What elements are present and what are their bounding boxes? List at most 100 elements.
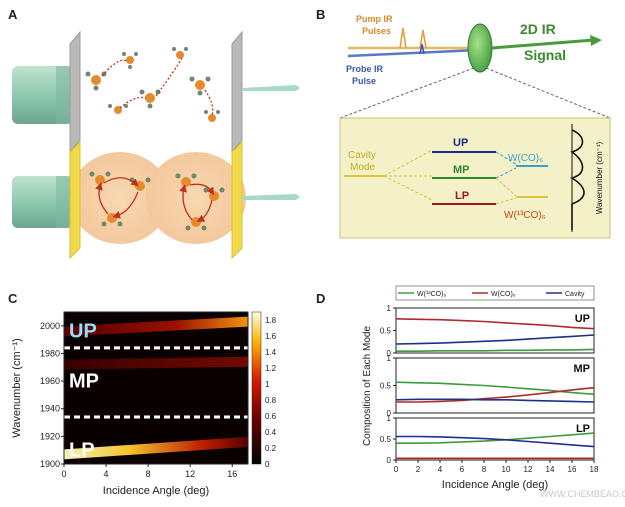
band-label-mp: MP bbox=[69, 370, 99, 392]
panel-a-top-cavity bbox=[12, 30, 300, 154]
probe-label-line1: Probe IR bbox=[346, 64, 384, 74]
subplot-frame-up bbox=[395, 307, 595, 354]
pump-label-line2: Pulses bbox=[362, 26, 391, 36]
mirror-left-bottom bbox=[69, 140, 81, 260]
x-tick-label: 10 bbox=[502, 465, 511, 474]
signal-arrowhead bbox=[590, 35, 602, 46]
molecule-cluster-bottom bbox=[89, 171, 225, 231]
signal-beam bbox=[491, 38, 595, 50]
x-tick-label: 12 bbox=[185, 469, 195, 479]
band-lp bbox=[64, 436, 248, 460]
output-beam-top bbox=[242, 85, 300, 91]
y-tick-label: 0.5 bbox=[380, 435, 392, 444]
band-label-up: UP bbox=[69, 321, 97, 343]
mp-level-label: MP bbox=[453, 164, 470, 176]
y-tick-label: 1 bbox=[387, 354, 392, 363]
colorbar-tick-label: 0.2 bbox=[265, 444, 277, 453]
x-tick-label: 8 bbox=[482, 465, 487, 474]
series-line-mp-3 bbox=[395, 398, 595, 403]
x-tick-label: 4 bbox=[104, 469, 109, 479]
band-mp bbox=[64, 356, 248, 370]
x-tick-label: 18 bbox=[590, 465, 599, 474]
subplot-label-mp: MP bbox=[574, 363, 591, 375]
x-axis-label: Incidence Angle (deg) bbox=[103, 485, 209, 497]
series-line-up-1 bbox=[396, 348, 595, 352]
panel-a: A bbox=[8, 7, 300, 260]
panel-d-letter: D bbox=[316, 291, 325, 306]
band-label-lp: LP bbox=[69, 439, 95, 461]
y-axis-label: Wavenumber (cm⁻¹) bbox=[11, 338, 23, 438]
y-axis-label: Composition of Each Mode bbox=[362, 326, 373, 447]
cavity-mode-lobe-right bbox=[146, 152, 246, 244]
subplot-label-lp: LP bbox=[576, 423, 590, 435]
y-tick-label: 0 bbox=[387, 349, 392, 358]
heatmap-frame bbox=[63, 311, 249, 465]
y-tick-label: 1 bbox=[387, 414, 392, 423]
mirror-left-top bbox=[69, 30, 81, 154]
mirror-right-bottom bbox=[231, 140, 243, 260]
pump-pulse-2 bbox=[419, 29, 427, 49]
wco-label: W(CO)₆ bbox=[508, 153, 543, 164]
band-up bbox=[64, 316, 248, 337]
legend-entry: W(¹³CO)₆ bbox=[417, 291, 446, 298]
pump-label-line1: Pump IR bbox=[356, 14, 393, 24]
panel-b: B Pump IR Pulses Probe IR Pulse 2D IR Si… bbox=[316, 7, 611, 239]
output-beam-bottom bbox=[242, 194, 300, 200]
y-tick-label: 0 bbox=[387, 409, 392, 418]
series-line-lp-1 bbox=[396, 432, 595, 444]
lp-level-label: LP bbox=[455, 190, 469, 202]
signal-label-line2: Signal bbox=[524, 47, 566, 63]
cavity-mode-lobe-left bbox=[70, 152, 170, 244]
panel-d: D W(¹³CO)₆ W(CO)₆ CavityUP00.51MP00.51LP00… bbox=[316, 285, 599, 491]
molecule-cluster-top bbox=[85, 47, 220, 122]
y-tick-label: 0 bbox=[387, 456, 392, 465]
y-tick-label: 1 bbox=[387, 304, 392, 313]
colorbar-tick-label: 1.2 bbox=[265, 364, 277, 373]
y-tick-label: 0.5 bbox=[380, 382, 392, 391]
legend-frame bbox=[395, 285, 595, 301]
probe-label-line2: Pulse bbox=[352, 76, 376, 86]
series-line-lp-3 bbox=[396, 435, 595, 448]
y-tick-label: 2000 bbox=[40, 321, 60, 331]
colorbar bbox=[251, 311, 262, 465]
y-tick-label: 0.5 bbox=[380, 327, 392, 336]
probe-pulse bbox=[419, 43, 425, 55]
subplot-label-up: UP bbox=[575, 313, 590, 325]
panel-c-letter: C bbox=[8, 291, 18, 306]
w13co-label: W(¹³CO)₆ bbox=[504, 210, 546, 221]
colorbar-tick-label: 0.6 bbox=[265, 412, 277, 421]
cavity-label-line2: Mode bbox=[350, 162, 375, 173]
x-tick-label: 4 bbox=[438, 465, 443, 474]
y-tick-label: 1920 bbox=[40, 431, 60, 441]
y-tick-label: 1980 bbox=[40, 348, 60, 358]
colorbar-tick-label: 1 bbox=[265, 380, 270, 389]
x-tick-label: 0 bbox=[61, 469, 66, 479]
x-tick-label: 12 bbox=[524, 465, 533, 474]
pump-pulse-1 bbox=[399, 27, 407, 49]
colorbar-tick-label: 1.8 bbox=[265, 316, 277, 325]
x-tick-label: 0 bbox=[394, 465, 399, 474]
x-tick-label: 8 bbox=[146, 469, 151, 479]
spectrum-axis-label: Wavenumber (cm⁻¹) bbox=[595, 141, 604, 214]
probe-beam bbox=[347, 48, 479, 58]
composition-chart: W(¹³CO)₆ W(CO)₆ Cavity UP 0 0.5 1 MP 0 0.5 1 LP 0 0.5… bbox=[362, 285, 599, 491]
panel-b-letter: B bbox=[316, 7, 325, 22]
x-tick-label: 16 bbox=[568, 465, 577, 474]
zoom-line-left bbox=[339, 67, 475, 119]
colorbar-tick-label: 1.4 bbox=[265, 348, 277, 357]
colorbar-tick-label: 0.8 bbox=[265, 396, 277, 405]
x-axis-label: Incidence Angle (deg) bbox=[442, 479, 548, 491]
panel-a-bottom-cavity bbox=[12, 140, 300, 260]
colorbar-tick-label: 1.6 bbox=[265, 332, 277, 341]
x-tick-label: 16 bbox=[227, 469, 237, 479]
y-tick-label: 1940 bbox=[40, 404, 60, 414]
y-tick-label: 1900 bbox=[40, 459, 60, 469]
legend-entry: Cavity bbox=[565, 291, 585, 298]
legend-entry: W(CO)₆ bbox=[491, 291, 516, 298]
mirror-right-top bbox=[231, 30, 243, 154]
watermark: WWW.CHEMBEAO.COM bbox=[540, 489, 625, 499]
colorbar-tick-label: 0.4 bbox=[265, 428, 277, 437]
series-line-up-2 bbox=[395, 318, 595, 330]
